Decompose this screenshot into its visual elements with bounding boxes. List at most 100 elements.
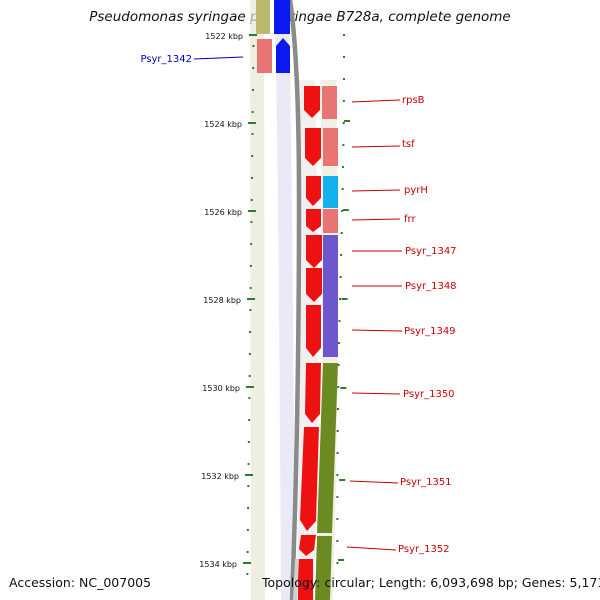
gene-leader-line bbox=[351, 218, 401, 221]
gene-label-psyr1352[interactable]: Psyr_1352 bbox=[398, 544, 450, 555]
gene-label-frr[interactable]: frr bbox=[404, 214, 416, 225]
guide-dot bbox=[341, 210, 344, 212]
guide-dot bbox=[251, 155, 254, 157]
guide-dot bbox=[252, 67, 255, 69]
func-block-green bbox=[317, 363, 338, 533]
gene-label-psyr1348[interactable]: Psyr_1348 bbox=[405, 281, 457, 292]
cds-arrow-psyr1348 bbox=[306, 268, 322, 302]
axis-tick-label: 1528 kbp bbox=[203, 296, 241, 305]
func-block-psyr1347-1349 bbox=[323, 235, 338, 357]
gene-label-psyr1349[interactable]: Psyr_1349 bbox=[404, 326, 456, 337]
gene-label-psyr1342[interactable]: Psyr_1342 bbox=[140, 54, 192, 65]
cds-arrow-psyr1351 bbox=[300, 427, 319, 531]
accession-text: Accession: NC_007005 bbox=[9, 575, 152, 590]
guide-dot bbox=[248, 419, 251, 421]
guide-dot bbox=[340, 232, 343, 234]
guide-dot bbox=[247, 463, 250, 465]
cds-block-bottom bbox=[298, 559, 313, 600]
axis-tick-label: 1522 kbp bbox=[205, 32, 243, 41]
guide-dot bbox=[342, 166, 345, 168]
gene-block-blue-top bbox=[274, 0, 290, 34]
guide-dot bbox=[342, 122, 345, 124]
guide-dot bbox=[336, 540, 339, 542]
gene-label-psyr1351[interactable]: Psyr_1351 bbox=[400, 477, 452, 488]
guide-dot bbox=[250, 221, 253, 223]
func-block-green-bottom bbox=[315, 536, 332, 600]
func-block-tsf bbox=[323, 128, 338, 166]
guide-dot bbox=[339, 276, 342, 278]
gene-label-pyrh[interactable]: pyrH bbox=[404, 185, 428, 196]
guide-dot bbox=[336, 430, 339, 432]
guide-dot bbox=[336, 518, 339, 520]
gene-leader-line bbox=[351, 189, 401, 192]
guide-dot bbox=[248, 353, 251, 355]
guide-dot bbox=[338, 342, 341, 344]
guide-dot bbox=[336, 474, 339, 476]
cds-arrow-psyr1347 bbox=[306, 235, 322, 268]
axis-tick-label: 1526 kbp bbox=[204, 208, 242, 217]
guide-dot bbox=[246, 573, 249, 575]
guide-dot bbox=[247, 507, 250, 509]
guide-dot bbox=[250, 199, 253, 201]
gene-arrow-psyr1342 bbox=[276, 38, 290, 73]
guide-dot bbox=[337, 386, 340, 388]
topology-text: Topology: circular; Length: 6,093,698 bp… bbox=[262, 575, 600, 590]
guide-dot bbox=[342, 78, 345, 80]
outer-band-left bbox=[250, 0, 265, 600]
guide-dot bbox=[250, 243, 253, 245]
guide-dot bbox=[247, 441, 250, 443]
gene-label-rpsb[interactable]: rpsB bbox=[402, 95, 425, 106]
guide-dot bbox=[343, 34, 346, 36]
genome-backbone bbox=[287, 0, 302, 600]
guide-dot bbox=[336, 562, 339, 564]
guide-dot bbox=[251, 89, 254, 91]
gene-label-tsf[interactable]: tsf bbox=[402, 139, 415, 150]
dotted-guide-lines bbox=[246, 34, 350, 575]
gene-label-psyr1350[interactable]: Psyr_1350 bbox=[403, 389, 455, 400]
guide-dot bbox=[338, 320, 341, 322]
guide-dot bbox=[337, 364, 340, 366]
guide-dot bbox=[249, 265, 252, 267]
gene-leader-line bbox=[346, 546, 397, 551]
guide-dot bbox=[342, 100, 345, 102]
guide-dot bbox=[336, 452, 339, 454]
guide-dot bbox=[251, 111, 254, 113]
func-block-pyrH bbox=[323, 176, 338, 208]
cds-arrow-pyrH bbox=[306, 176, 321, 206]
func-block-rpsB bbox=[322, 86, 337, 119]
axis-tick-label: 1532 kbp bbox=[201, 472, 239, 481]
gene-leader-line bbox=[351, 329, 403, 332]
guide-dot bbox=[252, 45, 255, 47]
cds-arrow-tsf bbox=[305, 128, 321, 166]
guide-dot bbox=[340, 254, 343, 256]
guide-dot bbox=[248, 375, 251, 377]
axis-ticks: 1522 kbp 1524 kbp 1526 kbp 1528 kbp 1530 kbp… bbox=[199, 32, 257, 569]
gene-labels: Psyr_1342 rpsB tsf pyrH frr Psyr_1347 Psyr_134… bbox=[140, 54, 456, 555]
guide-dot bbox=[336, 408, 339, 410]
axis-tick-label: 1530 kbp bbox=[202, 384, 240, 393]
guide-dot bbox=[246, 529, 249, 531]
guide-dot bbox=[339, 298, 342, 300]
guide-dot bbox=[250, 177, 253, 179]
cds-arrow-rpsB bbox=[304, 86, 320, 118]
guide-dot bbox=[249, 331, 252, 333]
cds-arrow-psyr1352 bbox=[299, 535, 316, 556]
guide-dot bbox=[247, 485, 250, 487]
gene-leader-line bbox=[351, 145, 401, 148]
guide-dot bbox=[248, 397, 251, 399]
gene-leader-line bbox=[351, 392, 401, 395]
gene-leader-line bbox=[349, 480, 399, 484]
axis-tick-label: 1524 kbp bbox=[204, 120, 242, 129]
cds-arrow-psyr1350 bbox=[305, 363, 321, 423]
gene-leader-line bbox=[351, 99, 401, 103]
guide-dot bbox=[251, 133, 254, 135]
axis-tick-label: 1534 kbp bbox=[199, 560, 237, 569]
gene-leader-line bbox=[193, 56, 244, 60]
gene-label-psyr1347[interactable]: Psyr_1347 bbox=[405, 246, 457, 257]
func-block-frr bbox=[323, 209, 338, 233]
guide-dot bbox=[341, 188, 344, 190]
guide-dot bbox=[342, 144, 345, 146]
guide-dot bbox=[343, 56, 346, 58]
func-block-gray-bottom bbox=[293, 559, 299, 600]
